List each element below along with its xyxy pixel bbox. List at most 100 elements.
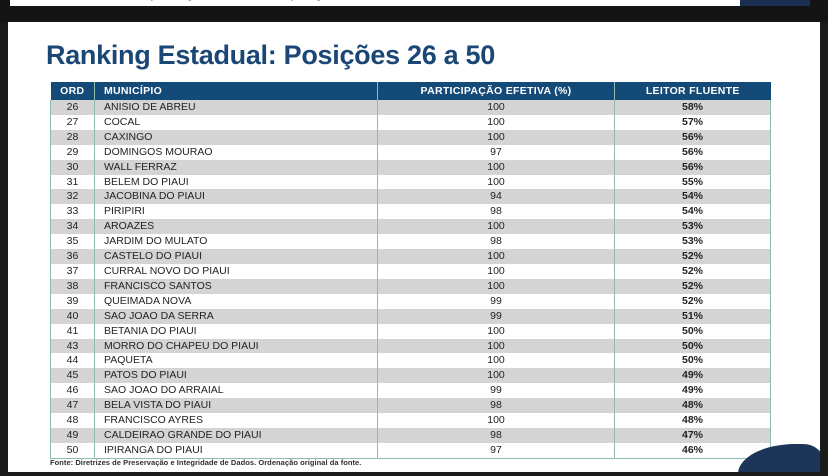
previous-slide-footer-text: Fonte: Diretrizes de Preservação e Integ… bbox=[36, 0, 372, 1]
table-row: 45 PATOS DO PIAUI 100 49% bbox=[50, 368, 771, 384]
cell-ord: 41 bbox=[50, 323, 95, 339]
column-header-municipio: MUNICÍPIO bbox=[94, 82, 378, 100]
cell-ord: 47 bbox=[50, 398, 95, 414]
table-body: 26 ANISIO DE ABREU 100 58% 27 COCAL 100 57% 28 CA… bbox=[50, 100, 771, 459]
cell-ord: 39 bbox=[50, 293, 95, 309]
cell-participacao: 100 bbox=[377, 100, 615, 115]
cell-municipio: CURRAL NOVO DO PIAUI bbox=[94, 263, 378, 279]
cell-participacao: 100 bbox=[377, 263, 615, 279]
cell-participacao: 98 bbox=[377, 398, 615, 414]
cell-municipio: QUEIMADA NOVA bbox=[94, 293, 378, 309]
cell-leitor-fluente: 57% bbox=[614, 114, 771, 130]
cell-leitor-fluente: 58% bbox=[614, 100, 771, 115]
cell-participacao: 99 bbox=[377, 383, 615, 399]
cell-municipio: FRANCISCO AYRES bbox=[94, 413, 378, 428]
ranking-table: ORD MUNICÍPIO PARTICIPAÇÃO EFETIVA (%) L… bbox=[50, 82, 771, 459]
cell-ord: 32 bbox=[50, 189, 95, 205]
cell-participacao: 100 bbox=[377, 368, 615, 384]
cell-ord: 46 bbox=[50, 383, 95, 399]
cell-leitor-fluente: 50% bbox=[614, 338, 771, 354]
cell-municipio: PATOS DO PIAUI bbox=[94, 368, 378, 384]
cell-municipio: SAO JOAO DO ARRAIAL bbox=[94, 383, 378, 399]
cell-municipio: BETANIA DO PIAUI bbox=[94, 323, 378, 339]
table-row: 36 CASTELO DO PIAUI 100 52% bbox=[50, 249, 771, 264]
table-row: 39 QUEIMADA NOVA 99 52% bbox=[50, 293, 771, 309]
cell-ord: 49 bbox=[50, 427, 95, 443]
cell-municipio: IPIRANGA DO PIAUI bbox=[94, 442, 378, 459]
cell-ord: 40 bbox=[50, 308, 95, 324]
column-header-leitor-fluente: LEITOR FLUENTE bbox=[614, 82, 771, 100]
table-row: 33 PIRIPIRI 98 54% bbox=[50, 204, 771, 220]
cell-municipio: MORRO DO CHAPEU DO PIAUI bbox=[94, 338, 378, 354]
table-row: 28 CAXINGO 100 56% bbox=[50, 129, 771, 145]
table-row: 31 BELEM DO PIAUI 100 55% bbox=[50, 174, 771, 190]
table-row: 49 CALDEIRAO GRANDE DO PIAUI 98 47% bbox=[50, 427, 771, 443]
cell-participacao: 99 bbox=[377, 293, 615, 309]
column-header-ord: ORD bbox=[50, 82, 95, 100]
cell-leitor-fluente: 54% bbox=[614, 189, 771, 205]
cell-municipio: COCAL bbox=[94, 114, 378, 130]
table-header: ORD MUNICÍPIO PARTICIPAÇÃO EFETIVA (%) L… bbox=[50, 82, 771, 100]
cell-leitor-fluente: 53% bbox=[614, 219, 771, 235]
cell-ord: 36 bbox=[50, 249, 95, 264]
cell-leitor-fluente: 46% bbox=[614, 442, 771, 459]
cell-participacao: 100 bbox=[377, 323, 615, 339]
cell-participacao: 100 bbox=[377, 174, 615, 190]
cell-leitor-fluente: 52% bbox=[614, 263, 771, 279]
cell-leitor-fluente: 47% bbox=[614, 427, 771, 443]
table-row: 41 BETANIA DO PIAUI 100 50% bbox=[50, 323, 771, 339]
table-row: 29 DOMINGOS MOURAO 97 56% bbox=[50, 144, 771, 160]
cell-participacao: 100 bbox=[377, 249, 615, 264]
cell-participacao: 98 bbox=[377, 234, 615, 250]
table-header-row: ORD MUNICÍPIO PARTICIPAÇÃO EFETIVA (%) L… bbox=[50, 82, 771, 100]
source-note: Fonte: Diretrizes de Preservação e Integ… bbox=[50, 458, 362, 467]
cell-ord: 35 bbox=[50, 234, 95, 250]
cell-ord: 48 bbox=[50, 413, 95, 428]
cell-municipio: BELA VISTA DO PIAUI bbox=[94, 398, 378, 414]
cell-municipio: FRANCISCO SANTOS bbox=[94, 278, 378, 294]
table-row: 27 COCAL 100 57% bbox=[50, 114, 771, 130]
cell-participacao: 100 bbox=[377, 413, 615, 428]
cell-leitor-fluente: 51% bbox=[614, 308, 771, 324]
cell-participacao: 100 bbox=[377, 114, 615, 130]
cell-participacao: 94 bbox=[377, 189, 615, 205]
cell-ord: 31 bbox=[50, 174, 95, 190]
cell-participacao: 98 bbox=[377, 427, 615, 443]
cell-participacao: 97 bbox=[377, 442, 615, 459]
cell-ord: 28 bbox=[50, 129, 95, 145]
table-row: 43 MORRO DO CHAPEU DO PIAUI 100 50% bbox=[50, 338, 771, 354]
cell-ord: 30 bbox=[50, 159, 95, 175]
cell-participacao: 97 bbox=[377, 144, 615, 160]
cell-municipio: JACOBINA DO PIAUI bbox=[94, 189, 378, 205]
cell-ord: 44 bbox=[50, 353, 95, 369]
previous-slide-navy-accent bbox=[740, 0, 810, 6]
cell-participacao: 100 bbox=[377, 219, 615, 235]
cell-leitor-fluente: 53% bbox=[614, 234, 771, 250]
cell-ord: 29 bbox=[50, 144, 95, 160]
table-row: 37 CURRAL NOVO DO PIAUI 100 52% bbox=[50, 263, 771, 279]
previous-slide-sliver bbox=[10, 0, 800, 6]
cell-leitor-fluente: 49% bbox=[614, 383, 771, 399]
cell-leitor-fluente: 52% bbox=[614, 278, 771, 294]
table-row: 38 FRANCISCO SANTOS 100 52% bbox=[50, 278, 771, 294]
cell-leitor-fluente: 50% bbox=[614, 323, 771, 339]
cell-participacao: 100 bbox=[377, 338, 615, 354]
cell-ord: 45 bbox=[50, 368, 95, 384]
cell-leitor-fluente: 48% bbox=[614, 413, 771, 428]
cell-municipio: WALL FERRAZ bbox=[94, 159, 378, 175]
cell-municipio: CASTELO DO PIAUI bbox=[94, 249, 378, 264]
cell-participacao: 100 bbox=[377, 278, 615, 294]
cell-ord: 50 bbox=[50, 442, 95, 459]
table-row: 30 WALL FERRAZ 100 56% bbox=[50, 159, 771, 175]
cell-leitor-fluente: 49% bbox=[614, 368, 771, 384]
table-row: 26 ANISIO DE ABREU 100 58% bbox=[50, 100, 771, 115]
table-row: 44 PAQUETA 100 50% bbox=[50, 353, 771, 369]
cell-ord: 34 bbox=[50, 219, 95, 235]
cell-ord: 33 bbox=[50, 204, 95, 220]
column-header-participacao-efetiva: PARTICIPAÇÃO EFETIVA (%) bbox=[377, 82, 615, 100]
cell-ord: 37 bbox=[50, 263, 95, 279]
cell-leitor-fluente: 52% bbox=[614, 249, 771, 264]
cell-leitor-fluente: 48% bbox=[614, 398, 771, 414]
cell-municipio: SAO JOAO DA SERRA bbox=[94, 308, 378, 324]
cell-municipio: CAXINGO bbox=[94, 129, 378, 145]
